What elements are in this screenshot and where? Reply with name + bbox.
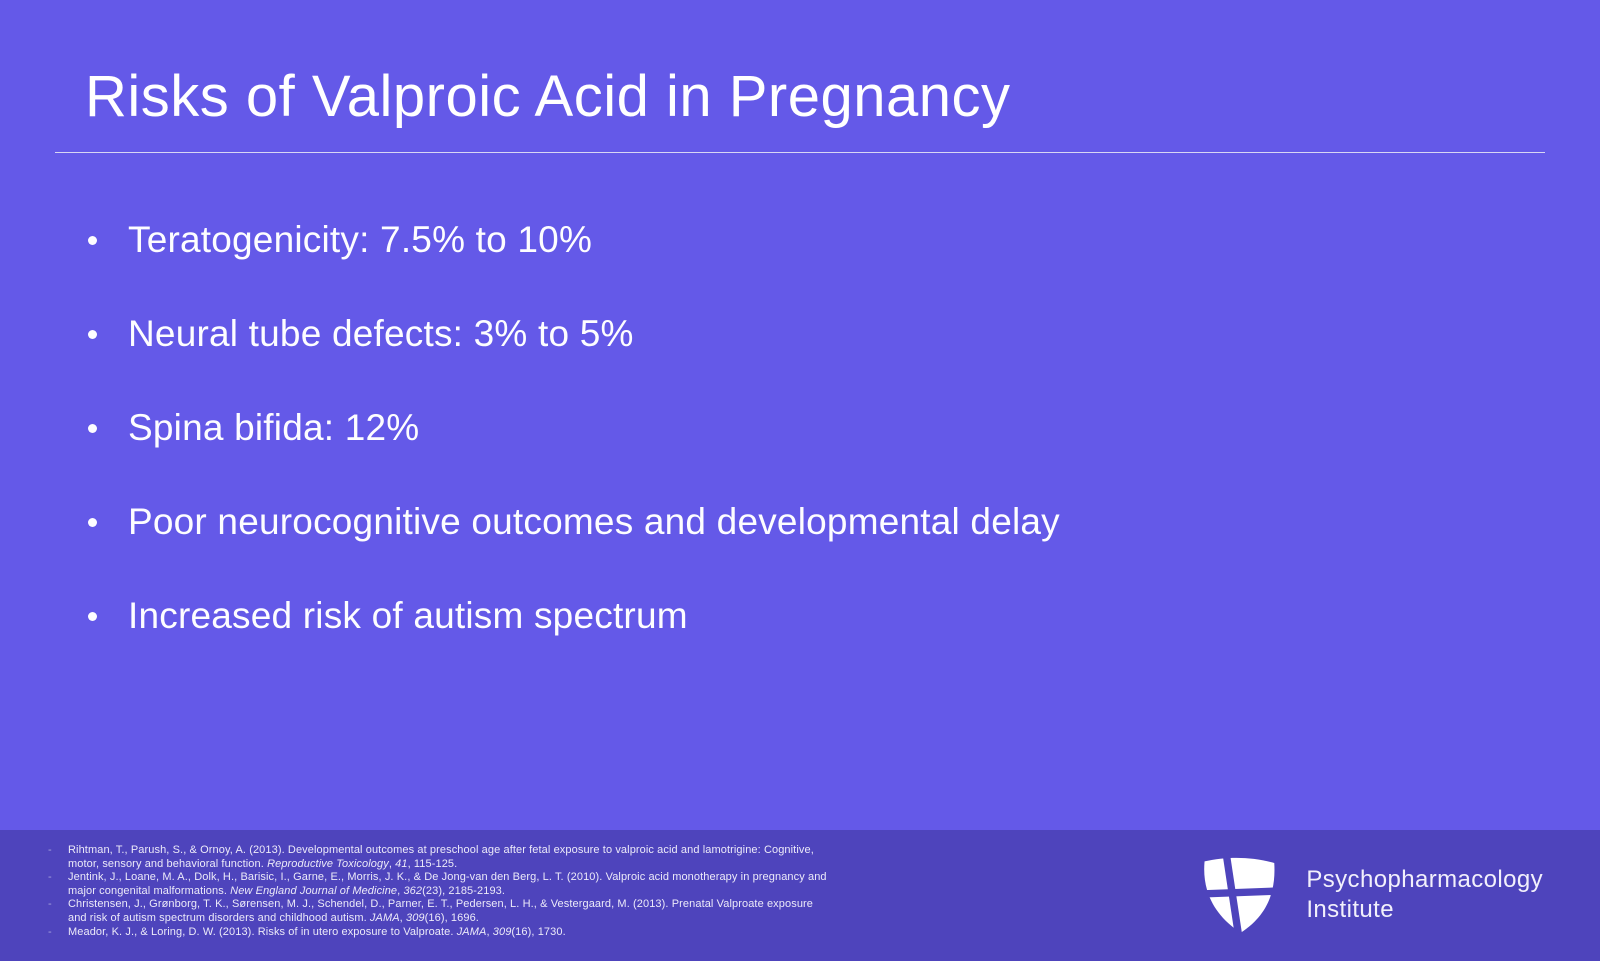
reference-dash: - <box>48 925 52 938</box>
reference-dash: - <box>48 898 52 911</box>
bullet-dot-icon <box>88 236 97 245</box>
bullet-text: Poor neurocognitive outcomes and develop… <box>128 501 1060 542</box>
reference-text-segment: Rihtman, T., Parush, S., & Ornoy, A. (20… <box>68 844 814 870</box>
reference-list: - Rihtman, T., Parush, S., & Ornoy, A. (2… <box>48 844 830 939</box>
reference-text-segment: JAMA <box>456 925 487 938</box>
reference-text-segment: 309 <box>405 911 425 924</box>
bullet-item: Neural tube defects: 3% to 5% <box>88 311 1600 357</box>
reference-text-segment: Jentink, J., Loane, M. A., Dolk, H., Bar… <box>68 871 827 897</box>
logo: Psychopharmacology Institute <box>1198 854 1543 936</box>
bullet-item: Spina bifida: 12% <box>88 405 1600 451</box>
bullet-text: Increased risk of autism spectrum <box>128 595 688 636</box>
bullet-dot-icon <box>88 330 97 339</box>
bullet-item: Teratogenicity: 7.5% to 10% <box>88 217 1600 263</box>
reference-text-segment: , <box>388 857 396 870</box>
bullet-dot-icon <box>88 518 97 527</box>
logo-line2: Institute <box>1306 896 1394 923</box>
logo-text: Psychopharmacology Institute <box>1306 865 1543 925</box>
logo-line1: Psychopharmacology <box>1306 866 1543 893</box>
slide: Risks of Valproic Acid in Pregnancy Tera… <box>0 62 1600 961</box>
reference-text-segment: , <box>397 884 404 897</box>
reference-text-segment: Meador, K. J., & Loring, D. W. (2013). R… <box>68 925 457 938</box>
reference-item: - Rihtman, T., Parush, S., & Ornoy, A. (2… <box>48 844 830 871</box>
reference-text-segment: (23), 2185-2193. <box>422 884 506 897</box>
bullet-text: Spina bifida: 12% <box>128 407 420 448</box>
bullet-item: Increased risk of autism spectrum <box>88 593 1600 639</box>
reference-text-segment: (16), 1730. <box>511 925 566 938</box>
reference-item: - Jentink, J., Loane, M. A., Dolk, H., Ba… <box>48 871 830 898</box>
bullet-text: Teratogenicity: 7.5% to 10% <box>128 219 593 260</box>
bullet-list: Teratogenicity: 7.5% to 10% Neural tube d… <box>88 217 1600 639</box>
title-divider <box>55 152 1545 153</box>
reference-text-segment: 362 <box>403 884 423 897</box>
bullet-dot-icon <box>88 612 97 621</box>
reference-text-segment: New England Journal of Medicine <box>230 884 398 897</box>
bullet-item: Poor neurocognitive outcomes and develop… <box>88 499 1600 545</box>
reference-dash: - <box>48 871 52 884</box>
reference-dash: - <box>48 844 52 856</box>
bullet-dot-icon <box>88 424 97 433</box>
reference-text-segment: , 115-125. <box>407 857 458 870</box>
reference-item: - Christensen, J., Grønborg, T. K., Søren… <box>48 898 830 925</box>
reference-text-segment: 41 <box>395 857 408 870</box>
reference-text-segment: JAMA <box>369 911 400 924</box>
references-footer: - Rihtman, T., Parush, S., & Ornoy, A. (2… <box>0 830 1600 961</box>
shield-logo-icon <box>1198 854 1281 936</box>
reference-text-segment: Reproductive Toxicology <box>267 857 389 870</box>
reference-item: - Meador, K. J., & Loring, D. W. (2013). … <box>48 926 830 940</box>
bullet-text: Neural tube defects: 3% to 5% <box>128 313 634 354</box>
slide-title: Risks of Valproic Acid in Pregnancy <box>85 64 1011 129</box>
reference-text-segment: (16), 1696. <box>424 911 479 924</box>
reference-text-segment: 309 <box>492 925 512 938</box>
